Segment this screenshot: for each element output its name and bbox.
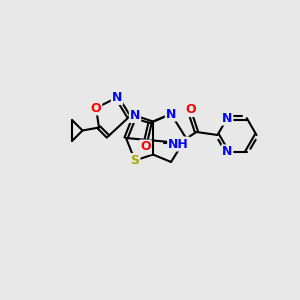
Text: O: O (140, 140, 151, 154)
Text: S: S (130, 154, 140, 167)
Text: NH: NH (168, 137, 189, 151)
Text: N: N (222, 112, 232, 124)
Text: N: N (112, 91, 122, 104)
Text: O: O (91, 101, 101, 115)
Text: N: N (130, 109, 140, 122)
Text: N: N (222, 146, 232, 158)
Text: O: O (185, 103, 196, 116)
Text: N: N (166, 107, 176, 121)
